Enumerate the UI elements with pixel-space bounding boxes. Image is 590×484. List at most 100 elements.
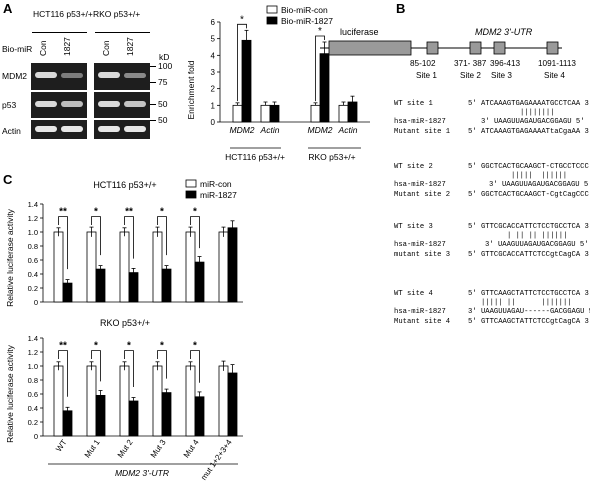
- align-seq-mir: 3' UAAGUUAGAUGACGGAGU 5': [485, 241, 589, 249]
- sig-bracket: [124, 350, 134, 387]
- bar: [119, 231, 130, 303]
- sig-bracket: [157, 350, 167, 379]
- blot-hct-actin: [31, 120, 87, 139]
- chart-title: HCT116 p53+/+: [93, 180, 156, 190]
- bar: [53, 231, 64, 303]
- bar: [62, 410, 73, 437]
- luc-ylabel-bottom: Relative luciferase activity: [5, 344, 15, 443]
- align-label-mut: mutant site 3: [394, 251, 451, 259]
- panel-label-b: B: [396, 1, 406, 16]
- align-label-mut: Mutant site 4: [394, 318, 451, 326]
- align-seq-mut: 5' ATCAAAGTGAGAAAATtaCgaAA 3': [468, 128, 590, 136]
- align-pairs: | || || ||||||: [507, 232, 568, 240]
- align-seq-mir: 3' UAAGUUAGAU------GACGGAGU 5': [468, 308, 590, 316]
- align-label-mut: Mutant site 1: [394, 128, 451, 136]
- align-pairs: ||||| || |||||||: [481, 299, 572, 307]
- luciferase-label: luciferase: [340, 27, 379, 37]
- sig-star: *: [94, 341, 98, 352]
- blot-rko-actin: [94, 120, 150, 139]
- site-name-4: Site 4: [544, 71, 565, 80]
- y-tick-label: 0.2: [28, 284, 38, 293]
- x-tick-label: WT: [54, 438, 69, 453]
- x-tick-label: Mut 3: [149, 438, 168, 460]
- x-tick-label: Mut 1: [83, 438, 102, 460]
- site-box-2: [469, 41, 482, 55]
- chart-title: RKO p53+/+: [100, 318, 150, 328]
- protein-label-actin: Actin: [2, 126, 21, 136]
- y-tick-label: 0.8: [28, 242, 38, 251]
- luciferase-box: [328, 40, 412, 56]
- y-tick-label: 0.4: [28, 270, 38, 279]
- sig-bracket: [91, 216, 101, 256]
- y-tick-label: 0: [34, 432, 38, 441]
- align-label-wt: WT site 1: [394, 100, 433, 108]
- marker-50-b: 50: [158, 115, 168, 125]
- sig-bracket: [237, 23, 247, 102]
- protein-label-p53: p53: [2, 100, 17, 110]
- y-tick-label: 1.4: [28, 200, 38, 209]
- enrichment-chart: 0 1 2 3 4 5 6 MDM2 * Actin MDM2 * Actin Bio-miR-conBi…: [186, 5, 370, 162]
- sig-bracket: [157, 216, 167, 256]
- panel-label-a: A: [3, 1, 13, 16]
- align-label-mut: Mutant site 2: [394, 191, 451, 199]
- protein-label-mdm2: MDM2: [2, 71, 28, 81]
- y-tick-label: 1.0: [28, 228, 38, 237]
- y-tick-label: 1.2: [28, 214, 38, 223]
- bar: [119, 365, 130, 437]
- bar: [185, 231, 196, 303]
- x-tick-label: MDM2: [307, 125, 332, 135]
- y-tick-label: 1.0: [28, 362, 38, 371]
- legend-swatch: [185, 179, 197, 188]
- cell-line-label-rko: RKO p53+/+: [93, 9, 141, 19]
- blot-rko-p53: [94, 92, 150, 118]
- align-seq-mir: 3' UAAGUUAGAUGACGGAGU 5': [481, 118, 585, 126]
- align-label-mir: hsa-miR-1827: [394, 308, 446, 316]
- sig-star: *: [160, 207, 164, 218]
- bar: [95, 268, 106, 303]
- align-label-mir: hsa-miR-1827: [394, 181, 446, 189]
- bar: [310, 104, 321, 123]
- marker-100: 100: [158, 61, 173, 71]
- y-tick-label: 0.2: [28, 418, 38, 427]
- legend-label: miR-1827: [200, 190, 237, 200]
- y-tick-label: 0: [34, 298, 38, 307]
- site-box-3: [493, 41, 506, 55]
- legend-swatch: [266, 5, 278, 14]
- enrich-group-label-hct: HCT116 p53+/+: [225, 152, 285, 162]
- bar: [152, 365, 163, 437]
- bar: [194, 396, 205, 437]
- bar: [260, 104, 271, 123]
- y-tick-label: 1.4: [28, 334, 38, 343]
- align-seq-mir: 3' UAAGUUAGAUGACGGAGU 5': [489, 181, 590, 189]
- legend-label: miR-con: [200, 179, 232, 189]
- site-name-3: Site 3: [491, 71, 512, 80]
- luc-xlabel: MDM2 3'-UTR: [115, 468, 169, 478]
- site-box-1: [426, 41, 439, 55]
- align-seq-mut: 5' GGCTCACTGCAAGCT-CgtCagCCC 3': [468, 191, 590, 199]
- sig-bracket: [124, 216, 134, 259]
- align-seq-mut: 5' GTTCAAGCTATTCTCCgtCagCA 3': [468, 318, 590, 326]
- sig-star: **: [59, 207, 67, 218]
- sig-star: *: [240, 14, 244, 25]
- align-label-wt: WT site 2: [394, 163, 433, 171]
- sig-star: *: [94, 207, 98, 218]
- sig-star: *: [193, 341, 197, 352]
- utr-label: MDM2 3'-UTR: [475, 27, 533, 37]
- lane-label-2: 1827: [62, 37, 72, 56]
- bar: [161, 268, 172, 303]
- sig-bracket: [190, 350, 200, 383]
- align-label-wt: WT site 4: [394, 290, 433, 298]
- x-tick-label: Mut 2: [116, 438, 135, 460]
- sig-star: *: [193, 207, 197, 218]
- lane-label-4: 1827: [125, 37, 135, 56]
- align-seq-mut: 5' GTTCGCACCATTCTCCgtCagCA 3': [468, 251, 590, 259]
- legend-swatch: [185, 190, 197, 199]
- align-seq-wt: 5' GTTCGCACCATTCTCCTGCCTCA 3': [468, 223, 590, 231]
- y-tick-label: 0: [211, 118, 216, 127]
- bar: [241, 39, 252, 123]
- bar: [86, 365, 97, 437]
- y-tick-label: 0.6: [28, 256, 38, 265]
- rko-bracket: [95, 32, 150, 33]
- align-seq-wt: 5' GGCTCACTGCAAGCT-CTGCCTCCC 3': [468, 163, 590, 171]
- y-tick-label: 3: [211, 68, 216, 77]
